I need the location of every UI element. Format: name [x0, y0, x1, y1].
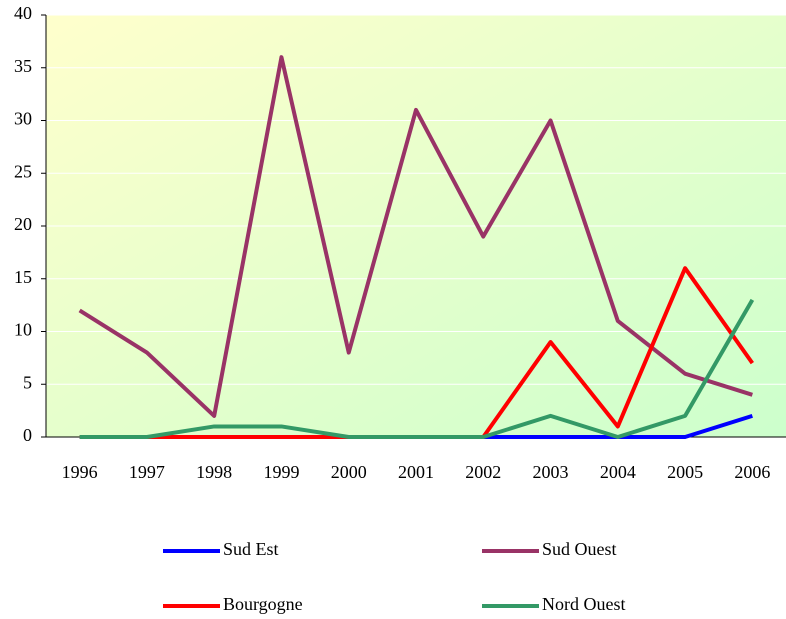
x-tick-label: 1999 — [263, 462, 299, 482]
y-tick-label: 30 — [14, 109, 32, 129]
legend-label: Nord Ouest — [542, 594, 626, 614]
x-tick-label: 2002 — [465, 462, 501, 482]
y-tick-label: 40 — [14, 3, 32, 23]
y-tick-label: 10 — [14, 320, 32, 340]
x-tick-label: 2004 — [600, 462, 636, 482]
legend-label: Bourgogne — [223, 594, 303, 614]
y-tick-label: 25 — [14, 161, 32, 181]
y-tick-label: 20 — [14, 214, 32, 234]
series-line — [79, 298, 755, 439]
legend-label: Sud Est — [223, 539, 279, 559]
y-tick-label: 5 — [23, 372, 32, 392]
x-tick-label: 1997 — [129, 462, 165, 482]
x-tick-label: 1996 — [62, 462, 98, 482]
x-tick-label: 2005 — [667, 462, 703, 482]
x-tick-label: 2000 — [331, 462, 367, 482]
legend-label: Sud Ouest — [542, 539, 617, 559]
y-tick-label: 15 — [14, 267, 32, 287]
x-tick-label: 2001 — [398, 462, 434, 482]
y-tick-label: 0 — [23, 425, 32, 445]
x-tick-label: 2003 — [533, 462, 569, 482]
x-tick-label: 2006 — [734, 462, 770, 482]
y-tick-label: 35 — [14, 56, 32, 76]
series-line — [78, 55, 753, 418]
x-tick-label: 1998 — [196, 462, 232, 482]
